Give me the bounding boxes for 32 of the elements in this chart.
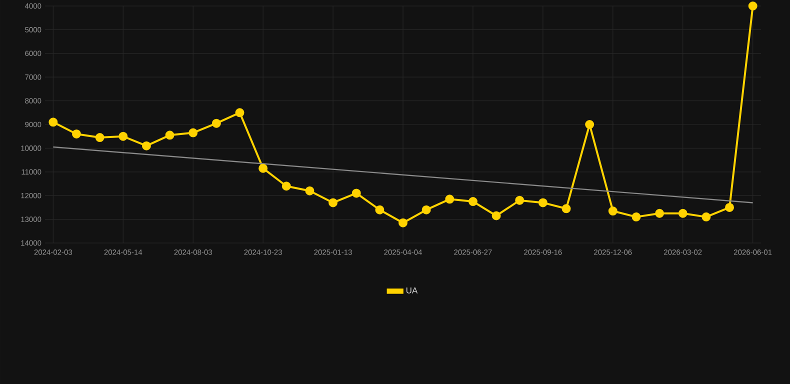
point xyxy=(655,208,664,218)
point xyxy=(492,211,501,220)
point xyxy=(678,208,688,218)
point xyxy=(188,128,198,138)
point xyxy=(748,2,758,11)
point xyxy=(398,218,408,228)
point xyxy=(352,188,361,198)
point xyxy=(538,198,548,208)
point xyxy=(235,108,244,118)
point xyxy=(632,212,641,222)
point xyxy=(95,133,104,142)
point xyxy=(48,118,58,127)
point xyxy=(702,212,711,222)
point xyxy=(165,130,174,140)
point xyxy=(72,129,81,138)
point xyxy=(258,164,268,173)
point xyxy=(328,198,338,208)
point xyxy=(305,186,314,196)
point xyxy=(445,194,454,204)
point xyxy=(282,182,291,191)
point xyxy=(562,204,571,214)
point xyxy=(725,202,734,212)
point xyxy=(515,196,524,205)
legend-label: UA xyxy=(406,287,418,294)
point xyxy=(118,132,128,141)
point xyxy=(422,205,431,214)
point xyxy=(212,118,221,128)
point xyxy=(142,141,151,150)
point xyxy=(585,120,594,130)
point xyxy=(375,205,384,214)
point xyxy=(468,197,478,206)
point xyxy=(608,206,618,216)
